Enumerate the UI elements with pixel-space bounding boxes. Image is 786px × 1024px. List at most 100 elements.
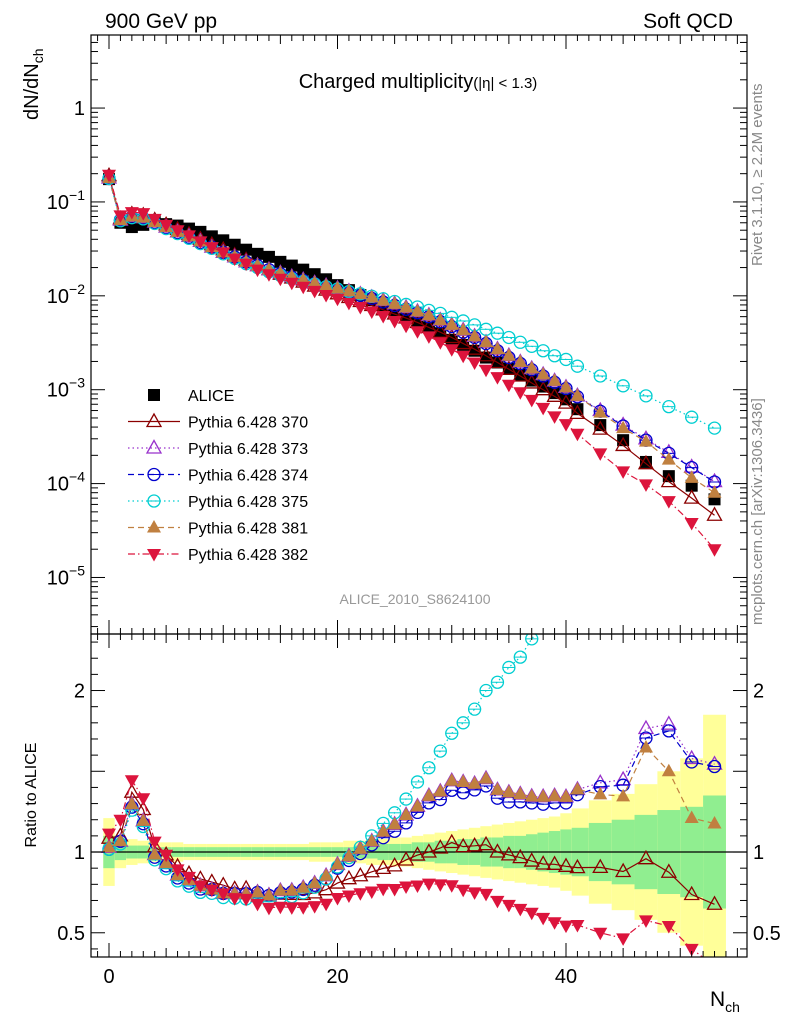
series-6-main-point [284, 277, 299, 291]
series-0-main-point [548, 387, 561, 400]
series-5-main-point [330, 280, 345, 294]
series-6-ratio-point [319, 898, 334, 912]
series-5-ratio-point [341, 848, 356, 862]
main-title-text: Charged multiplicity [299, 71, 474, 93]
series-4-ratio-point [617, 395, 629, 407]
series-4-ratio-point [490, 675, 505, 689]
series-5-ratio-point [284, 882, 299, 896]
series-0-main-point [411, 315, 424, 328]
main-ytick-exp: −5 [69, 562, 85, 578]
series-5-main-point [364, 289, 379, 303]
series-1-ratio-point [420, 843, 438, 858]
series-6-main [102, 169, 722, 557]
series-6-ratio-point [273, 901, 288, 915]
series-4-main-point [593, 369, 607, 383]
series-4-ratio-point [594, 469, 606, 481]
series-4-ratio-point [571, 544, 583, 556]
series-1-main-point [443, 328, 460, 344]
series-1-ratio-point [340, 869, 358, 885]
series-6-main-point [250, 264, 265, 278]
series-6-main-point [547, 411, 562, 424]
legend-marker [145, 412, 163, 428]
series-5-ratio-point [399, 807, 414, 820]
series-0-main-point [217, 234, 230, 247]
main-ytick-base: 10 [47, 567, 69, 589]
series-5-main-point [376, 293, 391, 306]
series-6-ratio-point [124, 775, 139, 788]
series-6-main-point [559, 419, 573, 432]
series-5-main-point [296, 272, 311, 285]
legend-entry: Pythia 6.428 375 [128, 494, 308, 511]
ratio-ytick-label-right: 0.5 [753, 923, 781, 945]
series-6-ratio-point [547, 917, 562, 930]
series-6-main-point [501, 379, 516, 393]
series-6-main-point [410, 326, 425, 339]
series-0-main-point [525, 374, 538, 387]
ratio-xlabel-text: N [710, 988, 725, 1011]
series-6-ratio-point [661, 921, 676, 934]
main-ytick-label: 1 [74, 98, 85, 120]
main-ylabel-sub: ch [30, 49, 46, 64]
series-1-main-point [500, 360, 517, 375]
series-4-ratio-point [549, 604, 561, 616]
series-5-ratio-point [124, 796, 139, 810]
series-5-ratio-point [387, 816, 402, 830]
series-5-ratio-point [330, 856, 345, 870]
series-5-main-point [307, 275, 322, 288]
series-5-main-point [444, 317, 459, 330]
series-6-main-point [307, 285, 322, 299]
series-1-ratio-point [683, 885, 700, 901]
main-ytick-exp: −4 [69, 469, 85, 485]
series-4-main-point [685, 410, 699, 424]
series-6-ratio [102, 775, 704, 957]
series-5-ratio-point [364, 833, 379, 847]
series-6-main-point [513, 387, 528, 400]
series-5-main-point [399, 300, 414, 313]
main-ytick-base: 10 [47, 380, 69, 402]
series-4-ratio-point [467, 702, 482, 716]
series-4-main-point [513, 335, 527, 349]
series-4-ratio-point [686, 141, 698, 153]
series-6-ratio-point [341, 890, 356, 904]
series-4-ratio-point [709, 81, 721, 93]
series-1-ratio-point [592, 858, 609, 874]
series-5-main-point [421, 307, 436, 321]
series-6-ratio-point [204, 884, 219, 898]
series-4-ratio-point [513, 650, 527, 664]
series-1-main-point [706, 506, 723, 521]
main-panel: 110−110−210−310−410−5 [47, 34, 748, 635]
series-5-main-point [570, 388, 585, 401]
series-1-main-point [557, 394, 575, 409]
ratio-ytick-label-left: 0.5 [57, 923, 85, 945]
series-5-ratio-point [273, 883, 288, 896]
series-5-ratio-point [684, 810, 699, 824]
series-1-main-point [512, 367, 529, 382]
series-5-main-point [616, 420, 631, 434]
series-6-ratio-point [444, 880, 459, 893]
series-6-ratio-point [170, 864, 185, 877]
series-0-main-point [125, 221, 138, 234]
series-6-main-point [273, 273, 288, 287]
series-5-ratio-point [661, 763, 676, 777]
series-4-main-point [536, 344, 550, 358]
series-4-main-point [707, 421, 722, 435]
series-4-ratio-point [445, 726, 459, 740]
series-1-ratio-point [569, 858, 586, 874]
main-ytick-base: 10 [47, 286, 69, 308]
ratio-xtick-label: 0 [103, 966, 114, 988]
series-5-main-point [319, 278, 334, 291]
series-5-ratio-point [479, 771, 494, 784]
series-0-main-point [274, 255, 287, 268]
main-ytick-label: 10−5 [47, 562, 85, 589]
series-3-ratio-line [108, 730, 715, 897]
series-6-ratio-point [570, 919, 585, 933]
legend-label: Pythia 6.428 370 [188, 415, 308, 432]
series-1-ratio-point [500, 846, 517, 861]
series-6-ratio-point [250, 898, 265, 912]
legend-marker [147, 549, 161, 562]
series-5-main-point [387, 296, 402, 309]
series-1-ratio-point [455, 837, 472, 853]
series-5-main-point [593, 405, 608, 418]
series-6-main-point [387, 315, 402, 329]
series-5-ratio-point [444, 773, 459, 786]
